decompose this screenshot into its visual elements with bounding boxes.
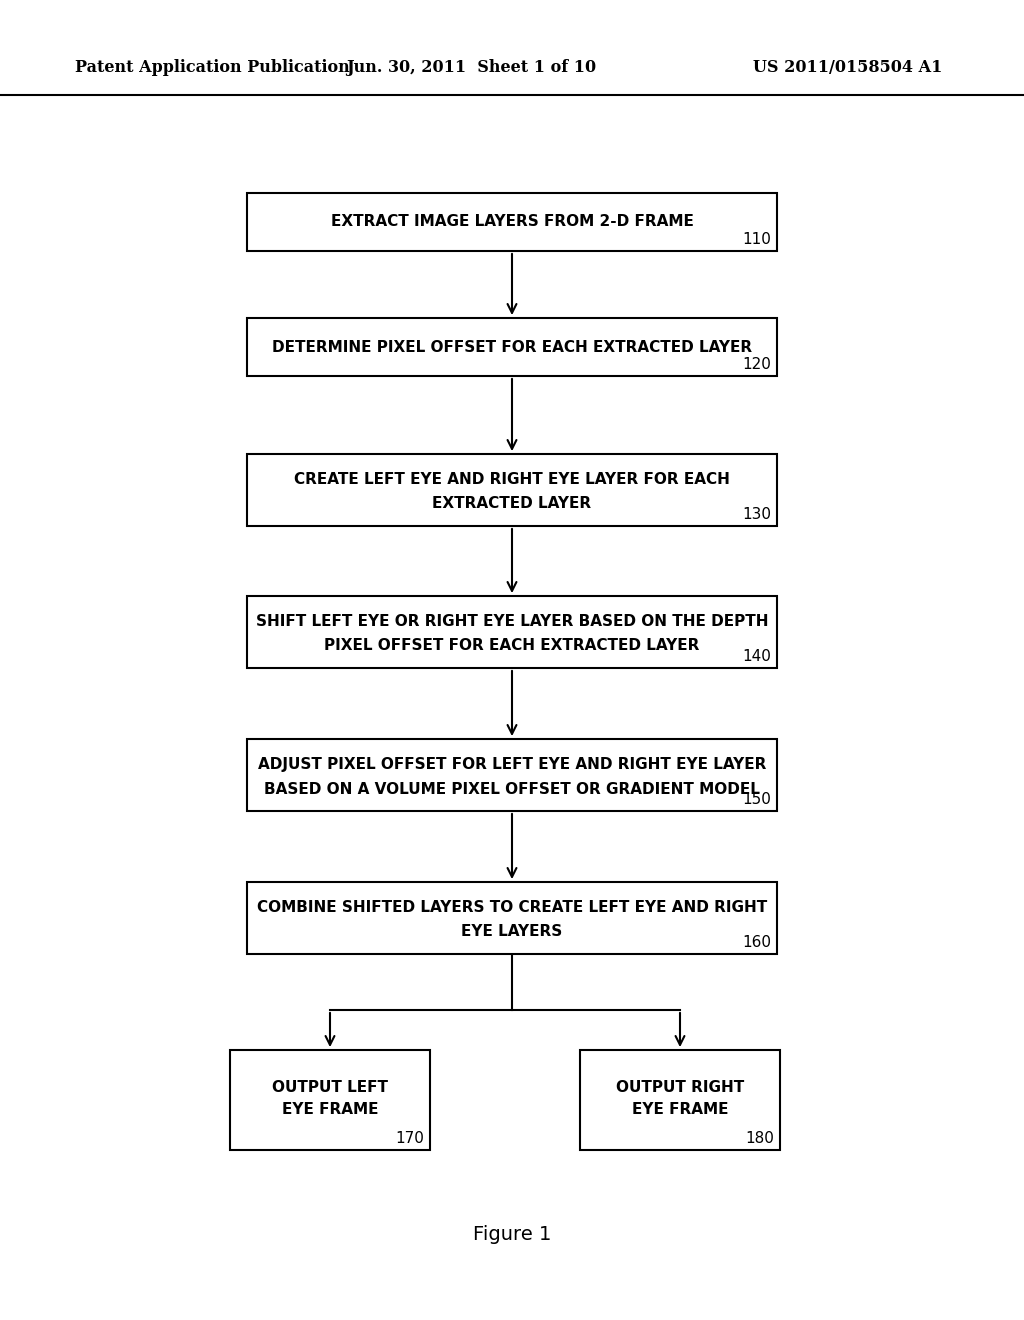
Text: Figure 1: Figure 1	[473, 1225, 551, 1245]
Text: 150: 150	[742, 792, 771, 807]
Text: PIXEL OFFSET FOR EACH EXTRACTED LAYER: PIXEL OFFSET FOR EACH EXTRACTED LAYER	[325, 639, 699, 653]
Bar	[580, 1049, 780, 1150]
Bar	[247, 739, 777, 810]
Text: CREATE LEFT EYE AND RIGHT EYE LAYER FOR EACH: CREATE LEFT EYE AND RIGHT EYE LAYER FOR …	[294, 473, 730, 487]
Text: Patent Application Publication: Patent Application Publication	[75, 59, 350, 77]
Text: EYE FRAME: EYE FRAME	[632, 1102, 728, 1118]
Text: Jun. 30, 2011  Sheet 1 of 10: Jun. 30, 2011 Sheet 1 of 10	[346, 59, 596, 77]
Text: ADJUST PIXEL OFFSET FOR LEFT EYE AND RIGHT EYE LAYER: ADJUST PIXEL OFFSET FOR LEFT EYE AND RIG…	[258, 758, 766, 772]
Text: EYE LAYERS: EYE LAYERS	[462, 924, 562, 940]
Text: 110: 110	[742, 232, 771, 247]
Text: OUTPUT RIGHT: OUTPUT RIGHT	[615, 1081, 744, 1096]
Text: COMBINE SHIFTED LAYERS TO CREATE LEFT EYE AND RIGHT: COMBINE SHIFTED LAYERS TO CREATE LEFT EY…	[257, 900, 767, 916]
Text: 180: 180	[745, 1131, 774, 1146]
Text: OUTPUT LEFT: OUTPUT LEFT	[272, 1081, 388, 1096]
Bar	[247, 597, 777, 668]
Text: EYE FRAME: EYE FRAME	[282, 1102, 378, 1118]
Bar	[247, 882, 777, 954]
Bar	[247, 193, 777, 251]
Text: 120: 120	[742, 356, 771, 372]
Text: EXTRACT IMAGE LAYERS FROM 2-D FRAME: EXTRACT IMAGE LAYERS FROM 2-D FRAME	[331, 214, 693, 230]
Text: SHIFT LEFT EYE OR RIGHT EYE LAYER BASED ON THE DEPTH: SHIFT LEFT EYE OR RIGHT EYE LAYER BASED …	[256, 615, 768, 630]
Text: 130: 130	[742, 507, 771, 521]
Text: 170: 170	[395, 1131, 424, 1146]
Bar	[247, 454, 777, 525]
Text: BASED ON A VOLUME PIXEL OFFSET OR GRADIENT MODEL: BASED ON A VOLUME PIXEL OFFSET OR GRADIE…	[264, 781, 760, 796]
Text: 160: 160	[742, 935, 771, 950]
Text: US 2011/0158504 A1: US 2011/0158504 A1	[753, 59, 942, 77]
Bar	[247, 318, 777, 376]
Bar	[230, 1049, 430, 1150]
Text: 140: 140	[742, 649, 771, 664]
Text: EXTRACTED LAYER: EXTRACTED LAYER	[432, 496, 592, 511]
Text: DETERMINE PIXEL OFFSET FOR EACH EXTRACTED LAYER: DETERMINE PIXEL OFFSET FOR EACH EXTRACTE…	[272, 339, 752, 355]
